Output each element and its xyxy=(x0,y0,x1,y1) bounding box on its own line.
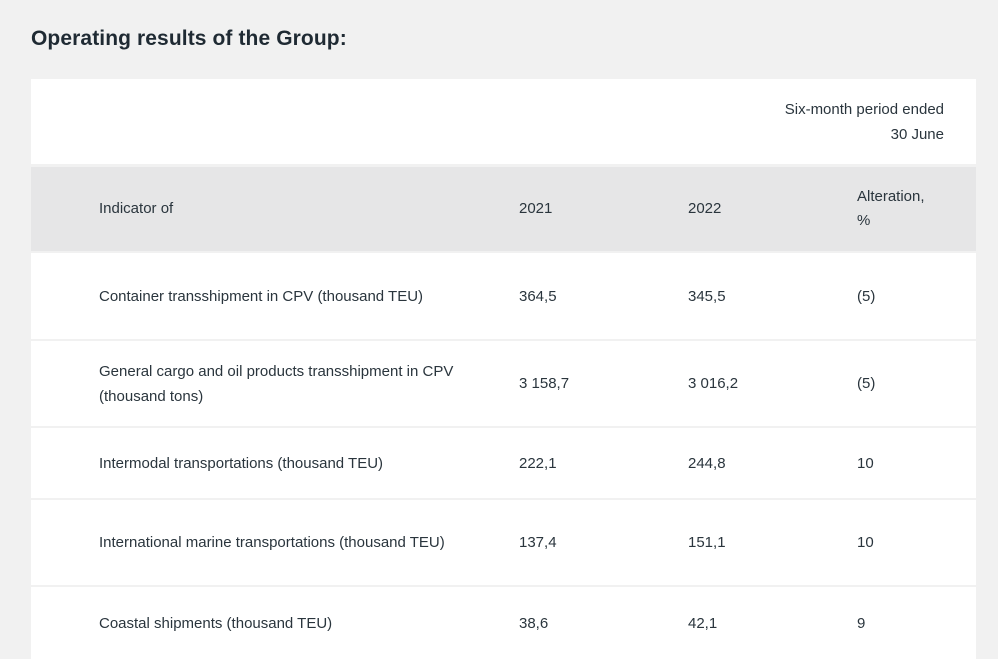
row-indicator: International marine transportations (th… xyxy=(99,534,445,551)
table-row: General cargo and oil products transship… xyxy=(31,341,976,426)
period-label-line1: Six-month period ended xyxy=(784,101,944,118)
row-value-2021: 364,5 xyxy=(519,287,557,305)
row-alteration: 9 xyxy=(857,614,866,632)
page-title: Operating results of the Group: xyxy=(31,27,347,50)
header-indicator: Indicator of xyxy=(99,200,174,217)
row-indicator: Intermodal transportations (thousand TEU… xyxy=(99,454,384,472)
period-header-row: Six-month period ended 30 June xyxy=(31,79,976,164)
row-alteration: 10 xyxy=(857,454,874,472)
period-label: Six-month period ended 30 June xyxy=(785,97,944,147)
row-value-2021: 3 158,7 xyxy=(519,375,570,392)
row-value-2021: 38,6 xyxy=(519,614,549,632)
header-alteration: Alteration, % xyxy=(857,185,957,233)
table-row: Intermodal transportations (thousand TEU… xyxy=(31,428,976,498)
row-indicator: General cargo and oil products transship… xyxy=(99,362,454,405)
row-value-2021: 137,4 xyxy=(519,534,557,551)
row-value-2022: 244,8 xyxy=(688,454,726,472)
column-header-row: Indicator of 2021 2022 Alteration, % xyxy=(31,167,976,251)
table-row: Container transshipment in CPV (thousand… xyxy=(31,253,976,339)
period-label-line2: 30 June xyxy=(890,126,944,143)
row-alteration: 10 xyxy=(857,534,874,551)
row-indicator: Container transshipment in CPV (thousand… xyxy=(99,287,424,305)
row-alteration: (5) xyxy=(857,375,876,392)
operating-results-table: Six-month period ended 30 June Indicator… xyxy=(31,79,976,659)
row-value-2022: 3 016,2 xyxy=(688,375,739,392)
row-value-2022: 42,1 xyxy=(688,614,718,632)
row-value-2021: 222,1 xyxy=(519,454,557,472)
header-alteration-line2: % xyxy=(857,212,871,229)
header-2022: 2022 xyxy=(688,200,722,217)
row-value-2022: 151,1 xyxy=(688,534,726,551)
row-alteration: (5) xyxy=(857,287,876,305)
row-value-2022: 345,5 xyxy=(688,287,726,305)
header-alteration-line1: Alteration, xyxy=(857,188,925,205)
table-row: Coastal shipments (thousand TEU) 38,6 42… xyxy=(31,587,976,659)
table-row: International marine transportations (th… xyxy=(31,500,976,585)
row-indicator: Coastal shipments (thousand TEU) xyxy=(99,614,333,632)
header-2021: 2021 xyxy=(519,200,553,217)
